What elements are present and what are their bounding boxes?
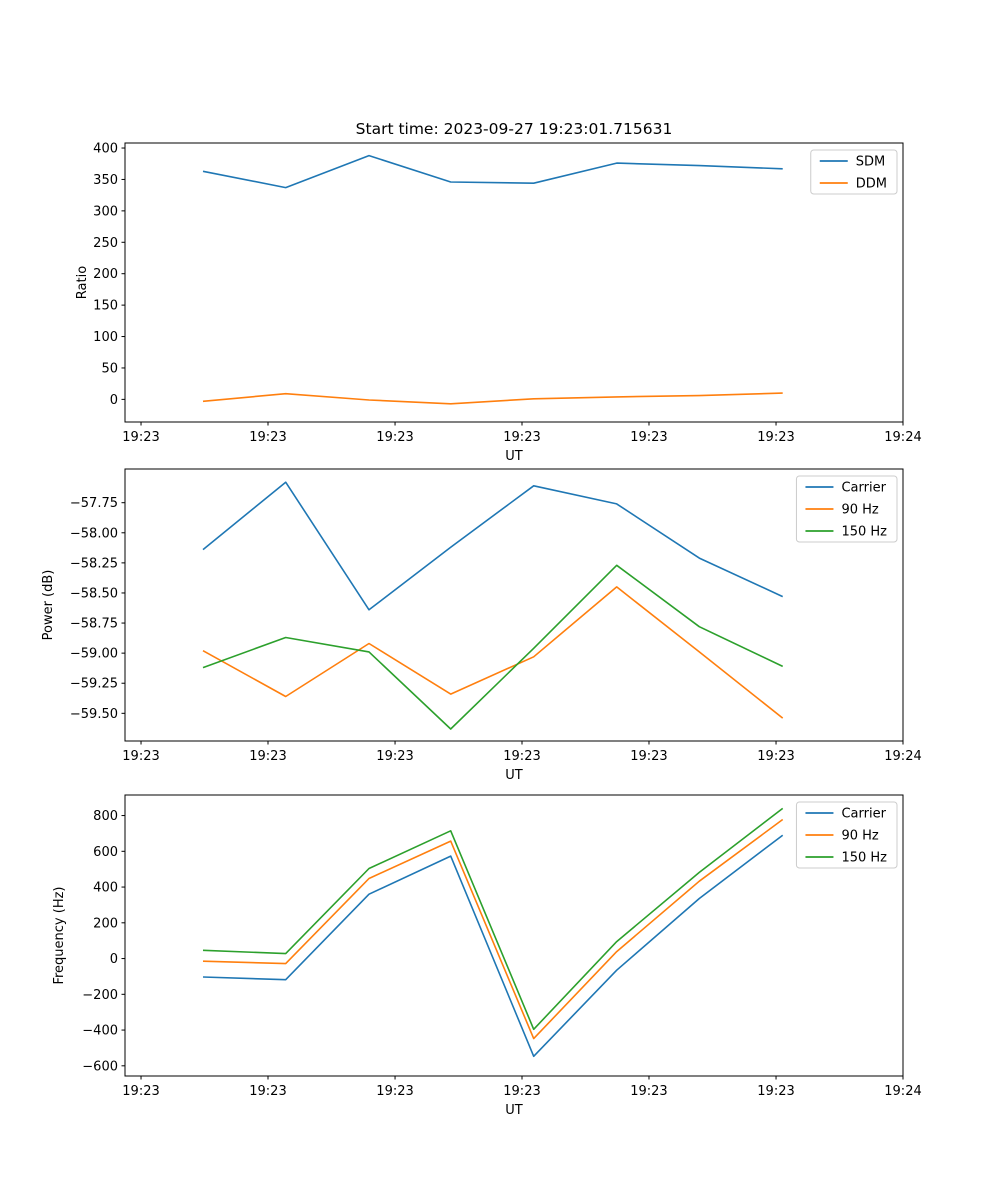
- y-tick-label: −59.00: [70, 647, 118, 662]
- y-tick-label: −58.50: [70, 586, 118, 601]
- y-axis-label: Power (dB): [41, 570, 56, 641]
- y-axis-label: Frequency (Hz): [52, 886, 67, 984]
- x-tick-label: 19:24: [884, 1084, 921, 1099]
- y-tick-label: −400: [82, 1024, 118, 1039]
- y-tick-label: −58.25: [70, 556, 118, 571]
- y-tick-label: 200: [93, 916, 118, 931]
- y-tick-label: 200: [93, 267, 118, 282]
- x-tick-label: 19:23: [630, 749, 667, 764]
- chart-power-db: 19:23 19:23 19:23 19:23 19:23 19:23 19:24 UT −57…: [41, 468, 922, 783]
- legend-box: [795, 475, 898, 543]
- y-tick-label: 800: [93, 809, 118, 824]
- series-150-hz-line: [202, 564, 784, 730]
- x-tick-label: 19:23: [376, 430, 413, 445]
- plot-border: [124, 794, 904, 1077]
- y-tick-label: 50: [101, 361, 118, 376]
- plot-area: [125, 143, 903, 422]
- x-tick-label: 19:23: [249, 749, 286, 764]
- legend-entry-label: 90 Hz: [841, 829, 878, 844]
- y-tick-label: −57.75: [70, 496, 118, 511]
- y-tick-label: −600: [82, 1059, 118, 1074]
- chart-frequency-hz: 19:23 19:23 19:23 19:23 19:23 19:23 19:24 UT 800…: [52, 794, 922, 1118]
- legend: Carrier 90 Hz 150 Hz: [795, 801, 898, 869]
- x-tick-label: 19:23: [757, 749, 794, 764]
- legend-entry-label: SDM: [856, 155, 885, 170]
- series-sdm-line: [202, 154, 783, 189]
- legend: Carrier 90 Hz 150 Hz: [795, 475, 898, 543]
- y-tick-label: 400: [93, 881, 118, 896]
- legend-entry-label: 150 Hz: [841, 525, 887, 540]
- y-tick-label: 100: [93, 330, 118, 345]
- x-axis-label: UT: [505, 449, 523, 464]
- y-tick-label: 350: [93, 173, 118, 188]
- y-tick-label: −59.50: [70, 707, 118, 722]
- x-tick-label: 19:23: [249, 1084, 286, 1099]
- y-axis-label: Ratio: [75, 266, 90, 299]
- plot-border: [124, 142, 904, 423]
- plot-area: [125, 469, 903, 741]
- legend-box: [795, 801, 898, 869]
- x-axis-label: UT: [505, 768, 523, 783]
- chart-ratio: 19:23 19:23 19:23 19:23 19:23 19:23 19:24 UT 400…: [75, 142, 922, 464]
- y-tick-label: −200: [82, 988, 118, 1003]
- y-tick-label: 250: [93, 236, 118, 251]
- series-carrier-line: [202, 481, 784, 611]
- y-tick-label: 600: [93, 845, 118, 860]
- legend-entry-label: 150 Hz: [841, 851, 887, 866]
- x-tick-label: 19:23: [757, 430, 794, 445]
- y-tick-label: 0: [110, 952, 118, 967]
- x-tick-label: 19:24: [884, 430, 921, 445]
- figure-title: Start time: 2023-09-27 19:23:01.715631: [355, 120, 673, 138]
- legend: SDM DDM: [810, 149, 898, 195]
- y-tick-label: −58.00: [70, 526, 118, 541]
- x-tick-label: 19:23: [630, 1084, 667, 1099]
- y-tick-label: −59.25: [70, 677, 118, 692]
- y-tick-label: 400: [93, 142, 118, 157]
- legend-entry-label: DDM: [856, 177, 887, 192]
- series-150-hz-line: [202, 807, 784, 1031]
- plot-border: [124, 468, 904, 742]
- y-tick-label: 0: [110, 393, 118, 408]
- x-tick-label: 19:23: [249, 430, 286, 445]
- x-tick-label: 19:23: [757, 1084, 794, 1099]
- x-tick-label: 19:23: [122, 749, 159, 764]
- series-90-hz-line: [202, 586, 784, 719]
- x-tick-label: 19:23: [503, 1084, 540, 1099]
- y-tick-label: 300: [93, 204, 118, 219]
- x-tick-label: 19:23: [376, 1084, 413, 1099]
- legend-entry-label: 90 Hz: [841, 503, 878, 518]
- x-tick-label: 19:23: [503, 430, 540, 445]
- series-carrier-line: [202, 834, 784, 1058]
- x-tick-label: 19:23: [376, 749, 413, 764]
- y-tick-label: −58.75: [70, 617, 118, 632]
- x-axis-label: UT: [505, 1103, 523, 1118]
- legend-entry-label: Carrier: [841, 481, 886, 496]
- x-tick-label: 19:23: [122, 1084, 159, 1099]
- series-ddm-line: [202, 392, 783, 405]
- x-tick-label: 19:23: [630, 430, 667, 445]
- plot-area: [125, 795, 903, 1076]
- series-90-hz-line: [202, 818, 784, 1040]
- y-tick-label: 150: [93, 299, 118, 314]
- x-tick-label: 19:23: [122, 430, 159, 445]
- x-tick-label: 19:24: [884, 749, 921, 764]
- x-tick-label: 19:23: [503, 749, 540, 764]
- legend-entry-label: Carrier: [841, 807, 886, 822]
